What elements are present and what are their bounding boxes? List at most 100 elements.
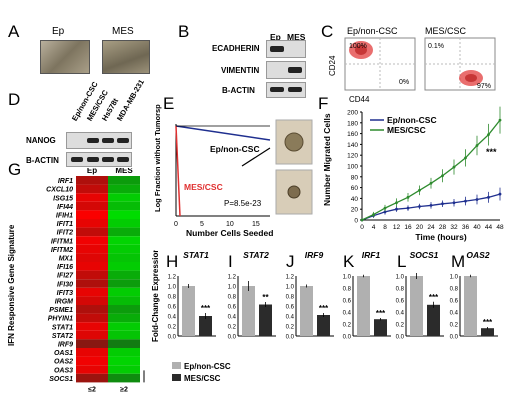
g-gene-label: STAT1 — [52, 324, 73, 331]
bar-ytick-label: 0.6 — [168, 305, 177, 311]
bar-ytick-label: 0.8 — [450, 287, 459, 293]
legend-swatch-ep — [172, 362, 181, 369]
bar-ytick-label: 0.8 — [286, 295, 295, 301]
panel-letter-l: L — [397, 252, 407, 271]
bar-ytick-label: 0.4 — [228, 315, 237, 321]
ep-micrograph — [40, 40, 90, 74]
bar-ytick-label: 0.6 — [396, 299, 405, 305]
g-cell-ep — [76, 244, 108, 254]
g-gene-label: IRF1 — [58, 178, 73, 185]
g-cell-mes — [108, 279, 140, 288]
panel-e-ylabel: Log Fraction without Tumorspheres — [153, 104, 162, 212]
panel-e-xtick-1: 5 — [200, 221, 204, 228]
flow-left-q1: 100% — [349, 43, 367, 50]
bar-significance: *** — [429, 293, 439, 302]
g-gene-label: ISG15 — [53, 195, 73, 202]
g-cell-ep — [76, 356, 108, 366]
panel-c-flow: Ep/non-CSC MES/CSC 100% 0% 0.1% 97% CD24… — [328, 26, 496, 104]
f-xtick-label: 0 — [360, 224, 364, 231]
panel-e-pvalue: P=8.5e-23 — [224, 199, 262, 208]
panel-letter-f: F — [318, 94, 329, 113]
bar-ytick-label: 1.2 — [286, 275, 295, 281]
g-cell-ep — [76, 201, 108, 211]
bar-ytick-label: 0.2 — [396, 323, 405, 329]
g-cell-ep — [76, 184, 108, 194]
bar-significance: *** — [201, 304, 211, 313]
bars-ylabel: Fold-Change Expression — [151, 250, 160, 342]
g-cell-mes — [108, 253, 140, 262]
g-cell-ep — [76, 322, 108, 331]
g-cell-ep — [76, 373, 108, 383]
bar-ytick-label: 0.4 — [450, 311, 459, 317]
g-col-ep: Ep — [87, 168, 97, 175]
g-cell-ep — [76, 296, 108, 305]
g-gene-label: PSME1 — [49, 307, 73, 314]
bar-title-irf9: IRF9 — [305, 250, 324, 260]
g-gene-label: IFIT3 — [57, 290, 73, 297]
f-xtick-label: 8 — [383, 224, 387, 231]
bar-ytick-label: 0.4 — [343, 311, 352, 317]
bar-ytick-label: 1.0 — [286, 285, 295, 291]
bar-ytick-label: 0.8 — [343, 287, 352, 293]
g-cell-ep — [76, 219, 108, 228]
g-cell-mes — [108, 244, 140, 254]
blot-d-b-actin — [66, 152, 132, 167]
legend-swatch-mes — [172, 374, 181, 381]
f-ylabel: Number Migrated Cells — [322, 113, 332, 206]
panel-e-xtick-2: 10 — [226, 221, 234, 228]
panel-a-mes-label: MES — [112, 26, 134, 37]
blot-vimentin — [266, 61, 306, 79]
bar-significance: ** — [262, 293, 269, 302]
panel-letter-i: I — [228, 252, 233, 271]
flow-title-right: MES/CSC — [425, 26, 467, 36]
g-gene-label: IFITM2 — [51, 247, 73, 254]
g-cell-mes — [108, 176, 140, 185]
blot-label-ecadherin: ECADHERIN — [212, 44, 260, 53]
f-ytick-label: 40 — [351, 196, 359, 203]
f-ytick-label: 20 — [351, 207, 359, 214]
panel-e-mes-label: MES/CSC — [184, 182, 223, 192]
bar-ytick-label: 0.6 — [450, 299, 459, 305]
f-ytick-label: 100 — [347, 164, 358, 171]
g-gene-label: IFIT2 — [57, 230, 73, 237]
g-cell-ep — [76, 330, 108, 340]
bar-ytick-label: 1.0 — [228, 285, 237, 291]
g-cell-mes — [108, 201, 140, 211]
g-cell-mes — [108, 313, 140, 323]
bar-stat2-ep — [242, 286, 255, 336]
g-ylabel: IFN Responsive Gene Signature — [7, 224, 16, 346]
f-xtick-label: 28 — [439, 224, 447, 231]
bar-ytick-label: 0.2 — [450, 323, 459, 329]
g-cell-mes — [108, 356, 140, 366]
bar-oas2-mes — [481, 328, 494, 336]
panel-b-header-mes: MES — [287, 32, 306, 42]
bar-ytick-label: 0.0 — [343, 335, 352, 341]
panel-b-header-ep: Ep — [270, 32, 281, 42]
bar-ytick-label: 0.0 — [286, 335, 295, 341]
panel-letter-e: E — [163, 94, 175, 113]
g-gene-label: IRF9 — [58, 342, 73, 349]
g-gene-label: IFITM1 — [51, 238, 73, 245]
g-gene-label: CXCL10 — [46, 187, 73, 194]
g-cell-ep — [76, 313, 108, 323]
f-xlabel: Time (hours) — [415, 232, 466, 242]
bar-socs1-ep — [410, 276, 423, 336]
panel-letter-j: J — [286, 252, 295, 271]
bar-title-stat2: STAT2 — [243, 250, 269, 260]
f-xtick-label: 44 — [485, 224, 493, 231]
f-legend-label: MES/CSC — [387, 125, 426, 135]
bar-ytick-label: 0.2 — [286, 325, 295, 331]
bar-ytick-label: 1.2 — [228, 275, 237, 281]
bar-socs1-mes — [427, 304, 440, 336]
g-gene-label: PHYIN1 — [48, 316, 73, 323]
g-cell-ep — [76, 279, 108, 288]
g-cell-mes — [108, 322, 140, 331]
mes-micrograph — [102, 40, 150, 74]
f-xtick-label: 48 — [496, 224, 504, 231]
g-cell-mes — [108, 365, 140, 374]
g-cell-ep — [76, 227, 108, 237]
bar-irf9-mes — [317, 315, 330, 336]
bar-title-stat1: STAT1 — [183, 250, 209, 260]
panel-a-ep-label: Ep — [52, 26, 65, 37]
bar-ytick-label: 1.2 — [168, 275, 177, 281]
